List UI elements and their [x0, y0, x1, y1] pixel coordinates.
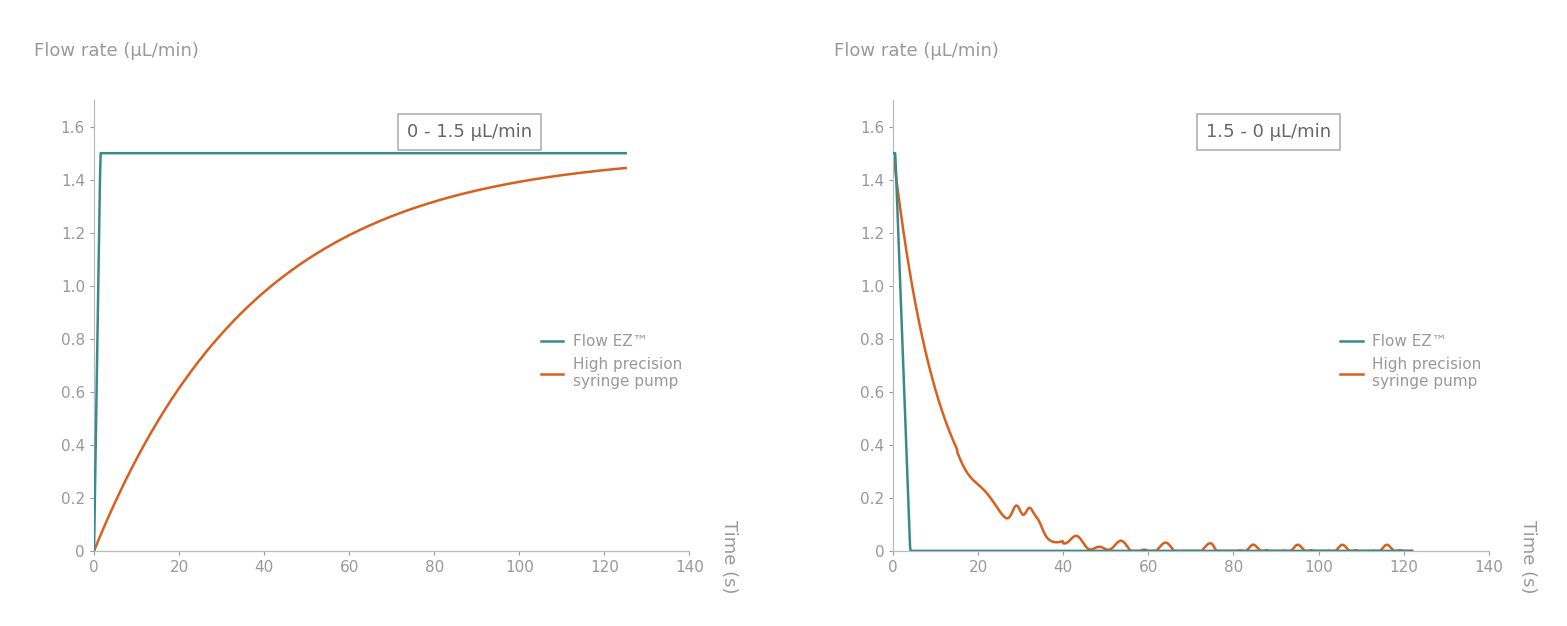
Text: Flow rate (μL/min): Flow rate (μL/min): [34, 41, 199, 59]
Legend: Flow EZ™, High precision
syringe pump: Flow EZ™, High precision syringe pump: [541, 334, 682, 389]
Text: Time (s): Time (s): [1518, 520, 1537, 593]
Text: Flow rate (μL/min): Flow rate (μL/min): [834, 41, 998, 59]
Text: 1.5 - 0 μL/min: 1.5 - 0 μL/min: [1205, 123, 1330, 141]
Text: Time (s): Time (s): [719, 520, 738, 593]
Text: 0 - 1.5 μL/min: 0 - 1.5 μL/min: [406, 123, 531, 141]
Legend: Flow EZ™, High precision
syringe pump: Flow EZ™, High precision syringe pump: [1340, 334, 1481, 389]
